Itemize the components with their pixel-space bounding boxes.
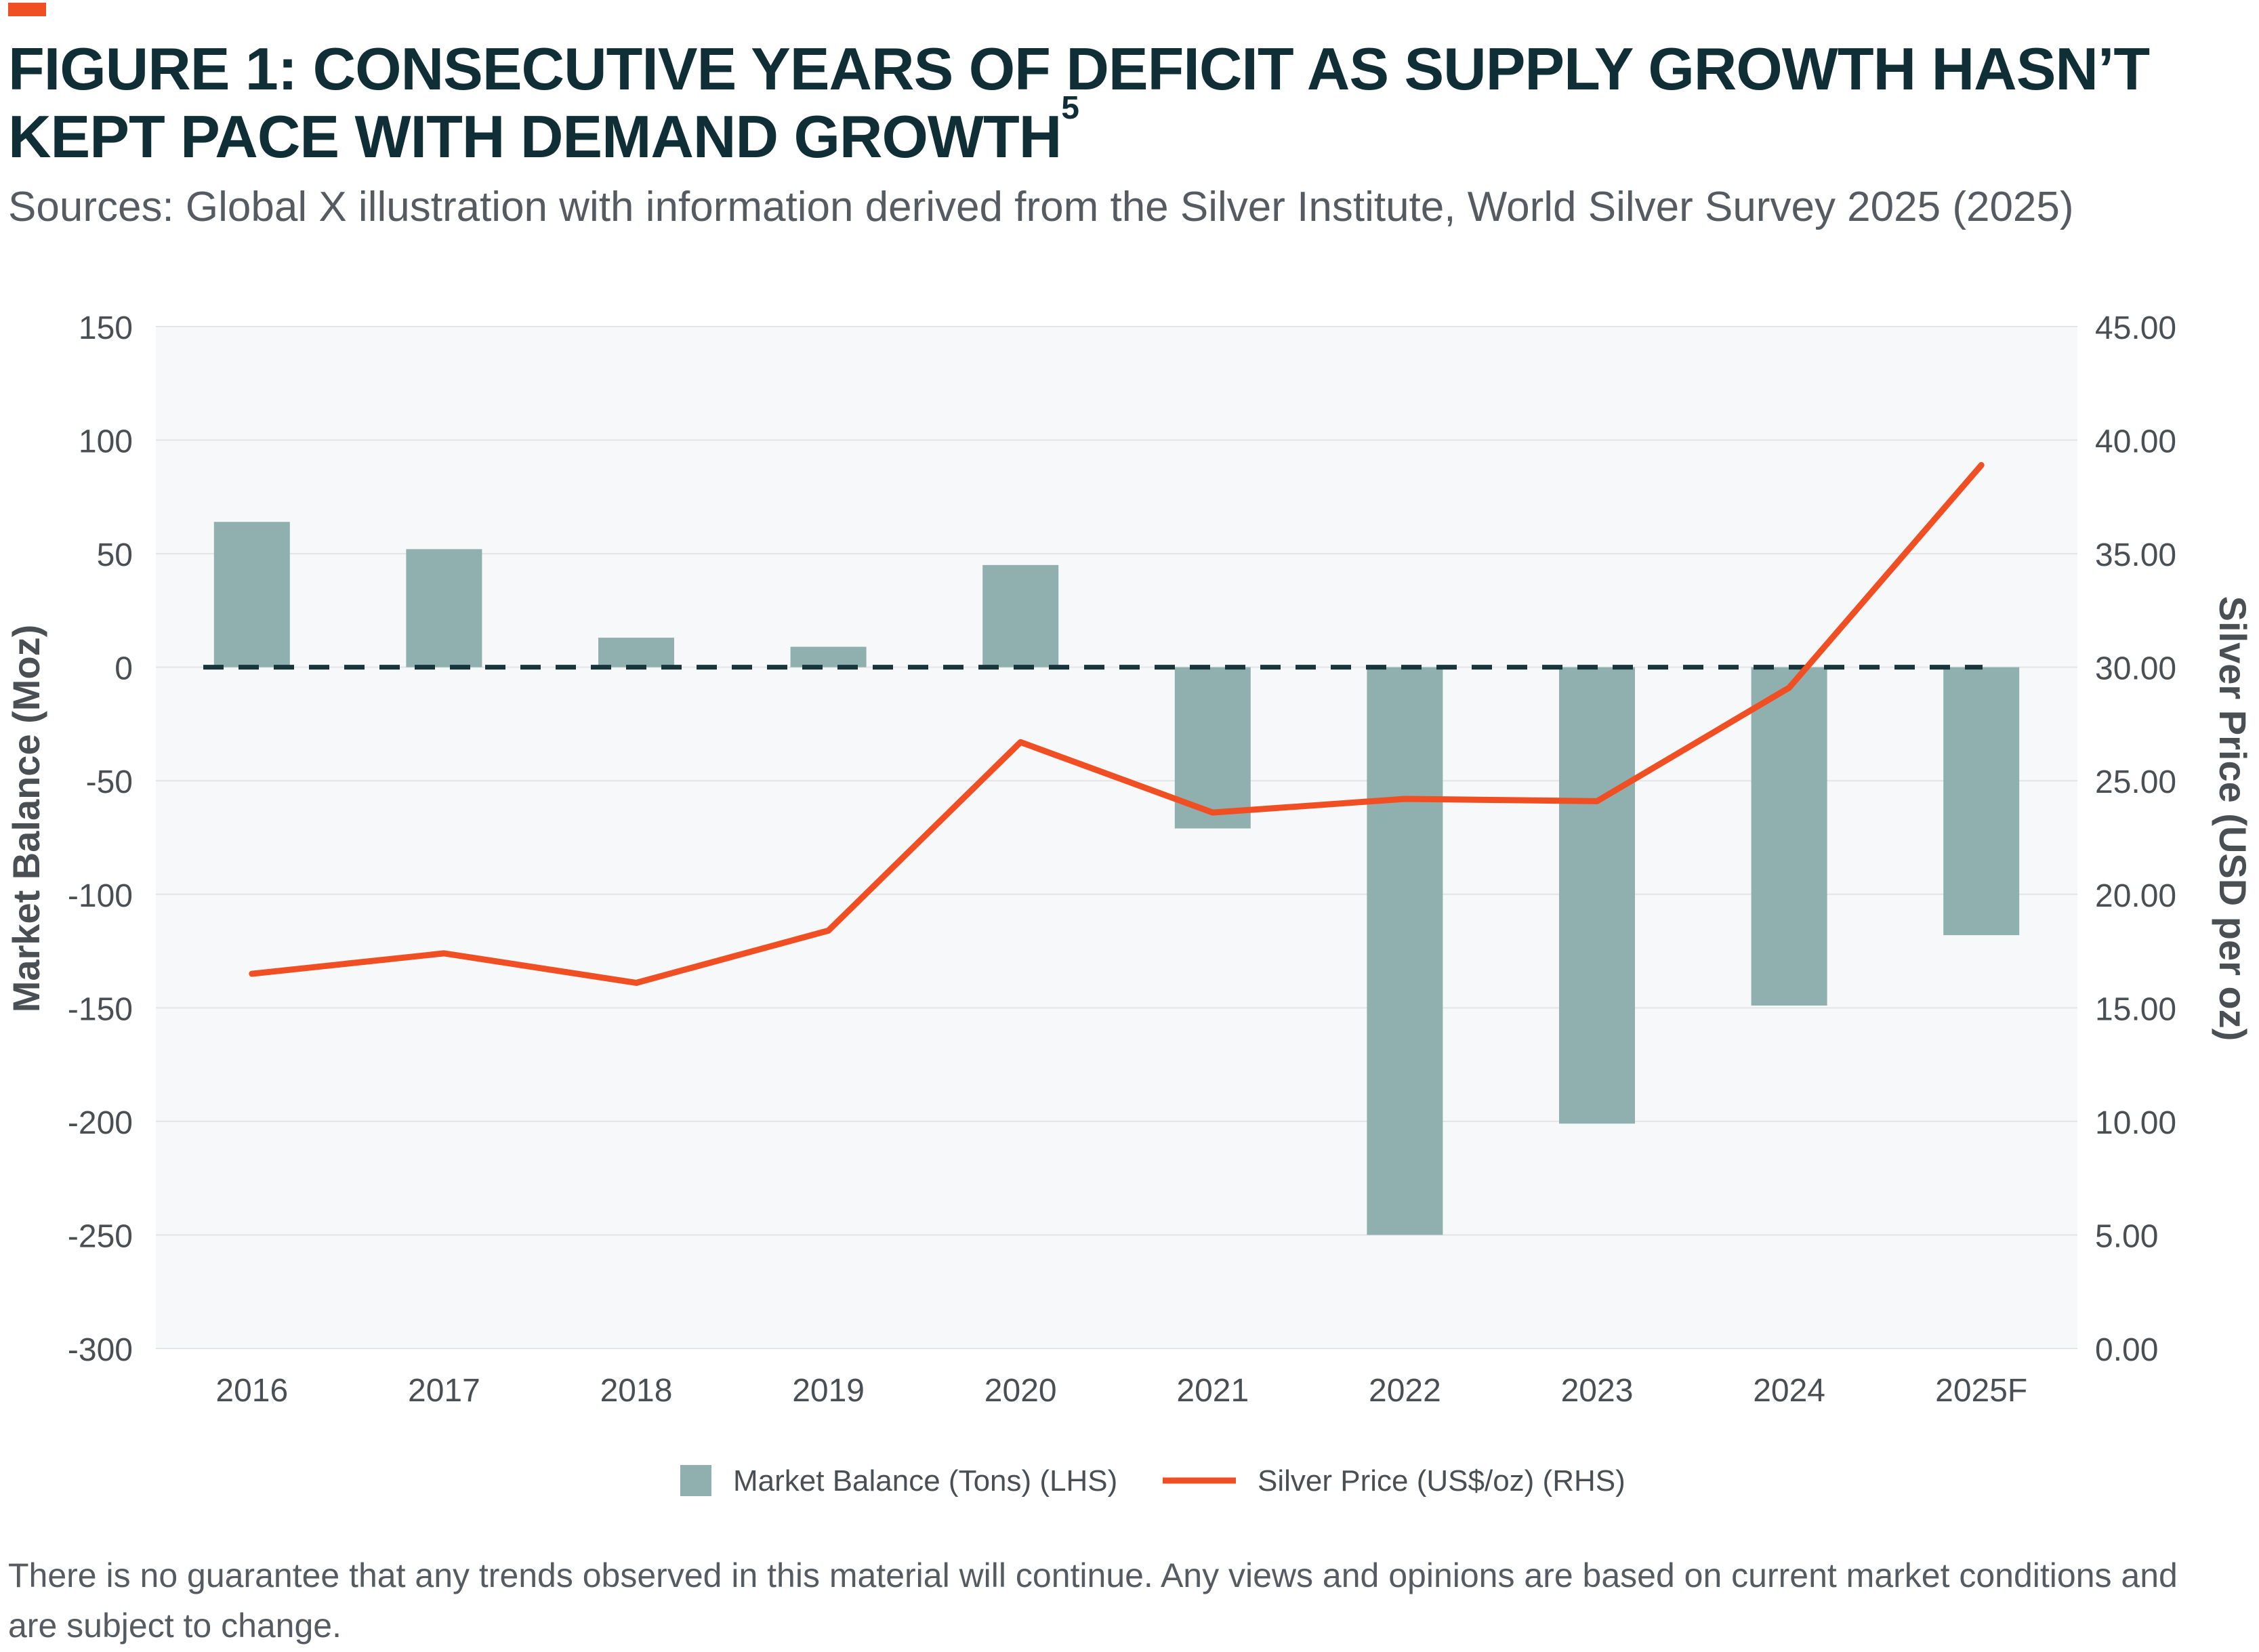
legend-line-label: Silver Price (US$/oz) (RHS) [1258, 1464, 1625, 1498]
bar-2024 [1751, 667, 1827, 1006]
right-axis-label: Silver Price (USD per oz) [2212, 596, 2254, 1041]
x-tick-label: 2021 [1176, 1373, 1249, 1409]
price-point-2021 [1212, 812, 1213, 813]
bar-2020 [982, 564, 1059, 667]
bar-2017 [406, 549, 482, 667]
right-tick-label: 40.00 [2095, 424, 2176, 460]
bar-2022 [1367, 667, 1443, 1235]
bar-2018 [598, 638, 674, 667]
bar-2016 [213, 522, 290, 667]
left-axis-label: Market Balance (Moz) [5, 625, 47, 1013]
right-tick-label: 30.00 [2095, 651, 2176, 687]
x-tick-label: 2025F [1935, 1373, 2027, 1409]
left-tick-label: -150 [68, 991, 133, 1027]
left-tick-label: 0 [115, 651, 133, 687]
x-tick-label: 2024 [1753, 1373, 1825, 1409]
bar-2019 [790, 646, 867, 667]
left-tick-label: 100 [79, 424, 133, 460]
disclaimer: There is no guarantee that any trends ob… [8, 1556, 2178, 1645]
price-point-2019 [828, 930, 829, 931]
right-tick-label: 25.00 [2095, 764, 2176, 800]
x-tick-label: 2018 [600, 1373, 673, 1409]
x-tick-label: 2023 [1561, 1373, 1634, 1409]
left-tick-label: -250 [68, 1218, 133, 1254]
x-tick-label: 2022 [1369, 1373, 1441, 1409]
right-tick-label: 10.00 [2095, 1105, 2176, 1141]
right-tick-label: 0.00 [2095, 1332, 2158, 1368]
x-tick-label: 2017 [408, 1373, 480, 1409]
left-tick-label: -200 [68, 1105, 133, 1141]
right-tick-label: 35.00 [2095, 537, 2176, 573]
right-tick-label: 45.00 [2095, 310, 2176, 346]
figure-title: FIGURE 1: CONSECUTIVE YEARS OF DEFICIT A… [8, 35, 2244, 171]
left-tick-label: -100 [68, 878, 133, 914]
left-axis-ticks: 150 100 50 0 -50 -100 -150 -200 -250 -300 [68, 310, 133, 1368]
right-axis-ticks: 45.00 40.00 35.00 30.00 25.00 20.00 15.00 10.00… [828, 310, 2176, 1368]
legend: Market Balance (Tons) (LHS) Silver Price… [680, 1464, 1625, 1498]
right-tick-label: 15.00 [2095, 991, 2176, 1027]
legend-bar-swatch [680, 1465, 711, 1496]
x-tick-label: 2019 [792, 1373, 865, 1409]
figure-source: Sources: Global X illustration with info… [8, 184, 2074, 230]
accent-bar [8, 3, 46, 16]
bar-2025F [1943, 667, 2020, 936]
x-axis-ticks: 2016 2017 2018 2019 2020 2021 2022 2023 2024 2025… [215, 1373, 2027, 1409]
figure-title-text: FIGURE 1: CONSECUTIVE YEARS OF DEFICIT A… [8, 35, 2150, 170]
left-tick-label: 50 [97, 537, 133, 573]
bar-2023 [1559, 667, 1635, 1124]
title-footnote: 5 [1061, 90, 1079, 126]
left-tick-label: -300 [68, 1332, 133, 1368]
price-point-2023 [1597, 801, 1598, 802]
x-tick-label: 2020 [985, 1373, 1057, 1409]
price-point-2020 [1020, 742, 1021, 743]
right-tick-label: 20.00 [2095, 878, 2176, 914]
right-tick-label: 5.00 [2095, 1218, 2158, 1254]
legend-bar-label: Market Balance (Tons) (LHS) [733, 1464, 1117, 1498]
left-tick-label: 150 [79, 310, 133, 346]
silver-price-line [249, 461, 1985, 986]
price-point-2025F [1981, 465, 1982, 466]
bar-series [213, 522, 2020, 1235]
x-tick-label: 2016 [215, 1373, 288, 1409]
left-tick-label: -50 [86, 764, 133, 800]
